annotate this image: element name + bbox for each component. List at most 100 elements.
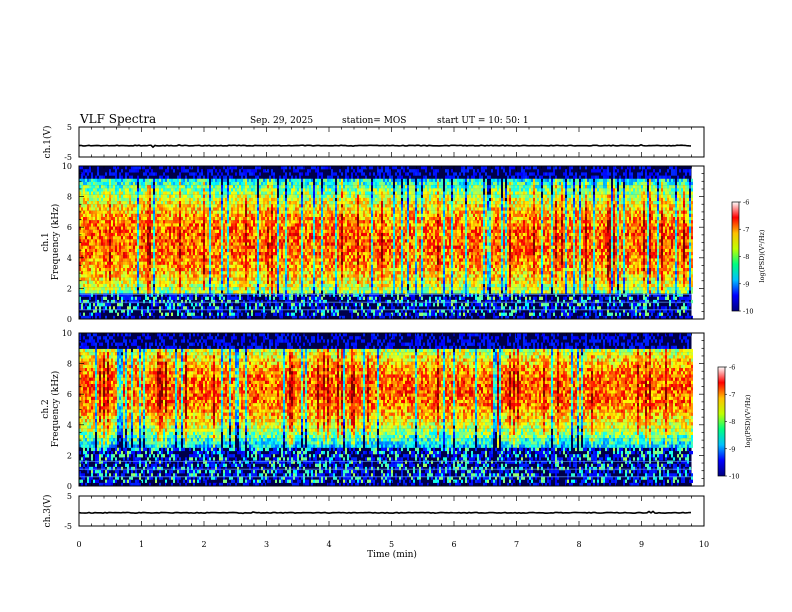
spectrogram-cell xyxy=(275,239,277,242)
spectrogram-cell xyxy=(181,287,183,290)
spectrogram-cell xyxy=(91,255,93,258)
spectrogram-cell xyxy=(87,169,89,172)
spectrogram-cell xyxy=(281,265,283,268)
spectrogram-cell xyxy=(311,166,313,169)
spectrogram-cell xyxy=(135,198,137,201)
spectrogram-cell xyxy=(295,297,297,300)
spectrogram-cell xyxy=(129,239,131,242)
spectrogram-cell xyxy=(95,303,97,306)
spectrogram-cell xyxy=(101,268,103,271)
spectrogram-cell xyxy=(139,230,141,233)
spectrogram-cell xyxy=(241,220,243,223)
spectrogram-cell xyxy=(161,278,163,281)
spectrogram-cell xyxy=(207,268,209,271)
spectrogram-cell xyxy=(231,233,233,236)
spectrogram-cell xyxy=(287,300,289,303)
spectrogram-cell xyxy=(201,313,203,316)
spectrogram-cell xyxy=(135,297,137,300)
spectrogram-cell xyxy=(193,306,195,309)
spectrogram-cell xyxy=(97,262,99,265)
spectrogram-cell xyxy=(223,300,225,303)
spectrogram-cell xyxy=(81,185,83,188)
spectrogram-cell xyxy=(307,217,309,220)
spectrogram-cell xyxy=(153,179,155,182)
spectrogram-cell xyxy=(151,274,153,277)
spectrogram-cell xyxy=(159,258,161,261)
spectrogram-cell xyxy=(107,185,109,188)
spectrogram-cell xyxy=(95,246,97,249)
spectrogram-cell xyxy=(255,169,257,172)
spectrogram-cell xyxy=(101,300,103,303)
spectrogram-cell xyxy=(145,182,147,185)
spectrogram-cell xyxy=(253,172,255,175)
spectrogram-cell xyxy=(201,236,203,239)
spectrogram-cell xyxy=(285,227,287,230)
spectrogram-cell xyxy=(89,198,91,201)
spectrogram-cell xyxy=(187,255,189,258)
spectrogram-cell xyxy=(243,198,245,201)
spectrogram-cell xyxy=(273,236,275,239)
spectrogram-cell xyxy=(267,227,269,230)
spectrogram-cell xyxy=(291,281,293,284)
spectrogram-cell xyxy=(267,252,269,255)
spectrogram-cell xyxy=(237,204,239,207)
spectrogram-cell xyxy=(223,271,225,274)
spectrogram-cell xyxy=(191,246,193,249)
spectrogram-cell xyxy=(265,262,267,265)
spectrogram-cell xyxy=(137,297,139,300)
spectrogram-cell xyxy=(269,227,271,230)
spectrogram-cell xyxy=(265,281,267,284)
spectrogram-cell xyxy=(257,249,259,252)
spectrogram-cell xyxy=(207,306,209,309)
spectrogram-cell xyxy=(245,255,247,258)
spectrogram-cell xyxy=(187,233,189,236)
spectrogram-cell xyxy=(219,195,221,198)
spectrogram-cell xyxy=(121,217,123,220)
spectrogram-cell xyxy=(303,236,305,239)
spectrogram-cell xyxy=(203,236,205,239)
spectrogram-cell xyxy=(285,268,287,271)
spectrogram-cell xyxy=(223,287,225,290)
spectrogram-cell xyxy=(217,211,219,214)
spectrogram-cell xyxy=(245,246,247,249)
spectrogram-cell xyxy=(299,172,301,175)
spectrogram-cell xyxy=(185,290,187,293)
spectrogram-cell xyxy=(239,195,241,198)
spectrogram-cell xyxy=(121,204,123,207)
spectrogram-cell xyxy=(231,217,233,220)
spectrogram-cell xyxy=(157,303,159,306)
spectrogram-cell xyxy=(285,204,287,207)
spectrogram-cell xyxy=(265,220,267,223)
spectrogram-cell xyxy=(165,185,167,188)
spectrogram-cell xyxy=(163,211,165,214)
spectrogram-cell xyxy=(99,188,101,191)
spectrogram-cell xyxy=(93,214,95,217)
spectrogram-cell xyxy=(311,204,313,207)
spectrogram-cell xyxy=(235,214,237,217)
spectrogram-cell xyxy=(89,236,91,239)
spectrogram-cell xyxy=(159,182,161,185)
spectrogram-cell xyxy=(207,271,209,274)
spectrogram-cell xyxy=(109,204,111,207)
spectrogram-cell xyxy=(111,258,113,261)
spectrogram-cell xyxy=(229,313,231,316)
spectrogram-cell xyxy=(111,198,113,201)
spectrogram-cell xyxy=(99,258,101,261)
spectrogram-cell xyxy=(303,182,305,185)
spectrogram-cell xyxy=(177,214,179,217)
spectrogram-cell xyxy=(231,284,233,287)
spectrogram-cell xyxy=(173,281,175,284)
spectrogram-cell xyxy=(89,188,91,191)
spectrogram-cell xyxy=(249,217,251,220)
spectrogram-cell xyxy=(173,303,175,306)
spectrogram-cell xyxy=(197,169,199,172)
spectrogram-cell xyxy=(291,290,293,293)
spectrogram-cell xyxy=(103,258,105,261)
spectrogram-cell xyxy=(159,179,161,182)
spectrogram-cell xyxy=(307,246,309,249)
spectrogram-cell xyxy=(151,300,153,303)
spectrogram-cell xyxy=(217,274,219,277)
spectrogram-cell xyxy=(239,284,241,287)
spectrogram-cell xyxy=(163,271,165,274)
spectrogram-cell xyxy=(245,169,247,172)
